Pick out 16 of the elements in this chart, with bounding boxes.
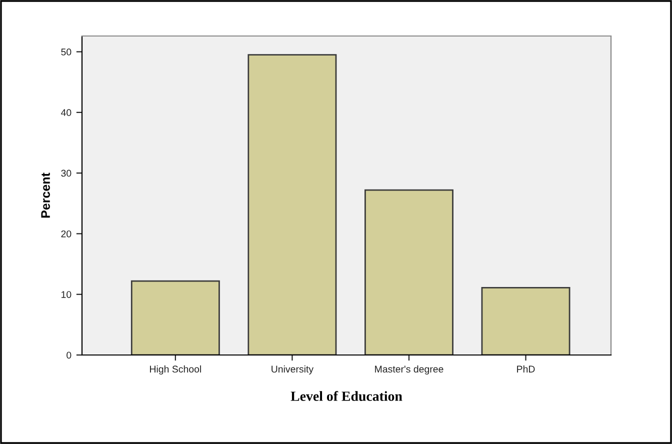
bar: [481, 286, 570, 355]
bar: [364, 189, 454, 355]
y-tick-label: 40: [60, 109, 72, 116]
bar: [130, 280, 220, 355]
x-tick-label: PhD: [517, 365, 535, 372]
x-tick-label: University: [272, 365, 314, 374]
y-tick-label: 50: [61, 48, 72, 56]
y-tick-label: 0: [66, 352, 72, 359]
x-axis-title: Level of Education: [290, 391, 402, 401]
x-tick-label: Master's degree: [375, 365, 444, 374]
bar: [248, 54, 337, 355]
y-tick-label: 10: [62, 291, 72, 298]
y-tick-label: 20: [61, 230, 72, 238]
x-tick-label: High School: [150, 365, 201, 374]
y-axis-title: Percent: [41, 172, 50, 218]
y-tick-label: 30: [61, 170, 72, 177]
